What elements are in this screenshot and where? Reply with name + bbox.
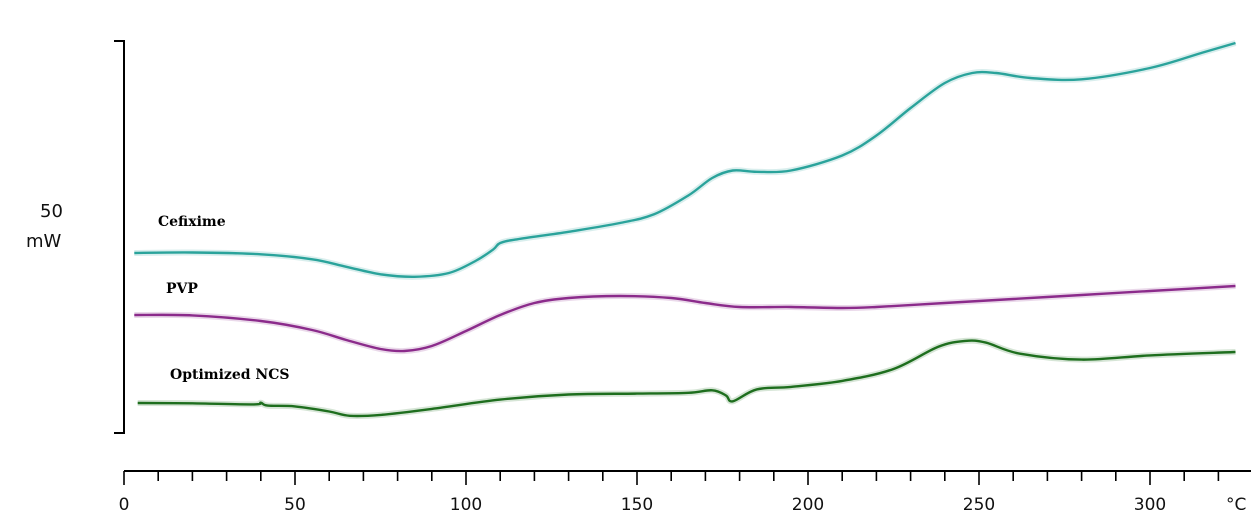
series-line-cefixime	[134, 41, 1236, 279]
x-axis-ticks	[123, 471, 1220, 485]
series-line-pvp	[134, 284, 1236, 353]
series-line-optimized-ncs	[137, 339, 1236, 418]
x-tick-label: 100	[450, 495, 482, 515]
x-axis-tick-labels: 0 50 100 150 200 250 300	[119, 495, 1167, 515]
x-tick-label: 250	[963, 495, 995, 515]
scale-bar-unit: mW	[26, 231, 62, 252]
x-tick-label: 300	[1134, 495, 1166, 515]
series-lines	[134, 40, 1237, 420]
x-tick-label: 0	[119, 495, 130, 515]
series-label: Optimized NCS	[170, 367, 289, 383]
scale-bar-value: 50	[40, 201, 63, 222]
x-tick-label: 150	[621, 495, 653, 515]
series-label: Cefixime	[158, 214, 226, 230]
series-line-halo	[137, 337, 1236, 420]
series-labels: Cefixime PVP Optimized NCS	[158, 214, 289, 383]
series-line-halo	[134, 40, 1237, 280]
x-axis-unit: °C	[1226, 495, 1246, 515]
x-tick-label: 200	[792, 495, 824, 515]
x-tick-label: 50	[284, 495, 306, 515]
series-label: PVP	[166, 281, 198, 297]
